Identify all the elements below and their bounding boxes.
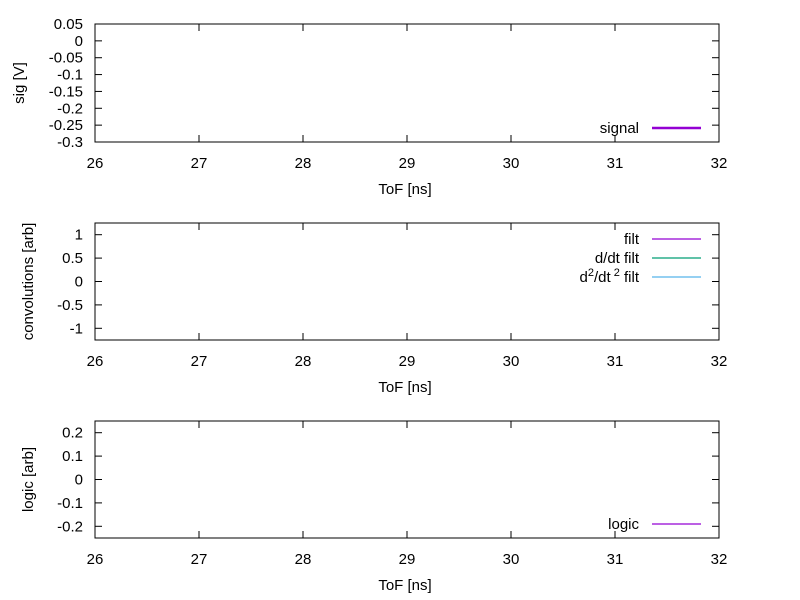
x-tick-label: 29 bbox=[399, 551, 416, 568]
x-tick-label: 31 bbox=[607, 353, 624, 370]
x-tick-label: 26 bbox=[87, 353, 104, 370]
x-tick-label: 30 bbox=[503, 551, 520, 568]
legend-label: d2/dt 2 filt bbox=[580, 267, 640, 286]
x-tick-label: 29 bbox=[399, 353, 416, 370]
y-tick-label: 0.1 bbox=[62, 448, 83, 465]
y-tick-label: 0.2 bbox=[62, 425, 83, 442]
x-tick-label: 30 bbox=[503, 155, 520, 172]
y-tick-label: -0.3 bbox=[57, 134, 83, 151]
x-axis-label: ToF [ns] bbox=[378, 181, 431, 198]
y-tick-label: 0 bbox=[75, 472, 83, 489]
x-axis-label: ToF [ns] bbox=[378, 379, 431, 396]
y-tick-label: 0.05 bbox=[54, 16, 83, 33]
x-tick-label: 32 bbox=[711, 353, 728, 370]
x-tick-label: 31 bbox=[607, 551, 624, 568]
x-tick-label: 28 bbox=[295, 551, 312, 568]
y-tick-label: 0 bbox=[75, 33, 83, 50]
y-tick-label: -0.1 bbox=[57, 67, 83, 84]
x-tick-label: 27 bbox=[191, 353, 208, 370]
x-tick-label: 26 bbox=[87, 155, 104, 172]
x-tick-label: 32 bbox=[711, 551, 728, 568]
legend-label: signal bbox=[600, 120, 639, 137]
x-tick-label: 27 bbox=[191, 155, 208, 172]
chart-3: 26 27 28 29 30 31 32 0.2 0.1 0 -0.1 -0.2 ToF [ns] log… bbox=[20, 420, 728, 594]
y-tick-label: -0.05 bbox=[49, 50, 83, 67]
y-tick-label: -0.2 bbox=[57, 518, 83, 535]
x-tick-label: 26 bbox=[87, 551, 104, 568]
x-tick-label: 28 bbox=[295, 155, 312, 172]
x-tick-label: 28 bbox=[295, 353, 312, 370]
x-tick-label: 29 bbox=[399, 155, 416, 172]
y-axis-label: convolutions [arb] bbox=[20, 223, 37, 341]
y-tick-label: 1 bbox=[75, 227, 83, 244]
chart-1: 26 27 28 29 30 31 320.050-0.05-0.1-0.15-0.2-0.… bbox=[11, 16, 727, 198]
y-tick-label: -0.1 bbox=[57, 495, 83, 512]
x-tick-label: 30 bbox=[503, 353, 520, 370]
y-tick-label: -0.15 bbox=[49, 83, 83, 100]
legend-label: logic bbox=[608, 516, 639, 533]
y-tick-label: 0.5 bbox=[62, 250, 83, 267]
x-tick-label: 27 bbox=[191, 551, 208, 568]
y-tick-label: -1 bbox=[70, 320, 83, 337]
legend-label: filt bbox=[624, 231, 640, 248]
x-tick-label: 32 bbox=[711, 155, 728, 172]
y-tick-label: 0 bbox=[75, 274, 83, 291]
x-axis-label: ToF [ns] bbox=[378, 577, 431, 594]
legend-label: d/dt filt bbox=[595, 250, 640, 267]
y-axis-label: logic [arb] bbox=[20, 447, 37, 512]
chart-2: 26 27 28 29 30 31 32 1 0.5 0 -0.5 -1 ToF [ns] convolu… bbox=[20, 222, 728, 396]
y-tick-label: -0.2 bbox=[57, 100, 83, 117]
y-axis-label: sig [V] bbox=[11, 62, 28, 104]
y-tick-label: -0.5 bbox=[57, 297, 83, 314]
y-tick-label: -0.25 bbox=[49, 117, 83, 134]
x-tick-label: 31 bbox=[607, 155, 624, 172]
